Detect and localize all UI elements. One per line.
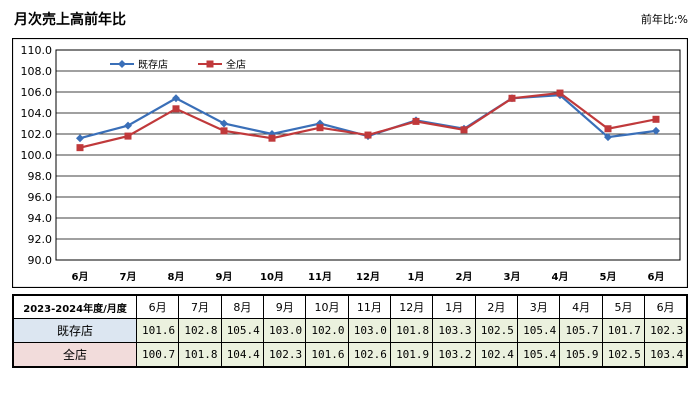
table-corner-label: 2023-2024年度/月度 [12,294,137,319]
table-cell: 102.5 [474,318,519,343]
table-row-existing-stores: 既存店 101.6 102.8 105.4 103.0 102.0 103.0 101.8 1… [12,318,688,343]
table-month-header: 1月 [432,294,476,319]
table-cell: 100.7 [135,342,180,368]
table-cell: 105.9 [559,342,603,368]
x-tick-label: 3月 [504,271,521,283]
x-tick-label: 8月 [168,271,185,283]
data-point [76,134,84,143]
page-title: 月次売上高前年比 [14,12,126,28]
table-cell: 101.8 [390,318,434,343]
table-cell: 103.3 [432,318,476,343]
y-tick-label: 106.0 [21,86,53,99]
table-cell: 102.0 [305,318,349,343]
y-tick-label: 102.0 [21,128,53,141]
data-point [316,124,324,132]
x-tick-label: 6月 [72,271,89,283]
table-cell: 101.9 [390,342,434,368]
table-cell: 105.4 [220,318,265,343]
table-cell: 103.0 [263,318,307,343]
y-tick-label: 96.0 [28,191,53,204]
data-point [604,133,612,142]
table-cell: 101.7 [601,318,646,343]
y-tick-label: 104.0 [21,107,53,120]
table-cell: 102.4 [474,342,519,368]
line-chart: 110.0 108.0 106.0 104.0 102.0 100.0 98.0 96.0 94… [11,37,689,289]
data-point [124,132,132,140]
row-label: 既存店 [12,318,137,343]
data-point [556,89,564,97]
data-point [220,127,228,135]
table-month-header: 2月 [474,294,519,319]
legend-marker [118,60,126,68]
table-month-header: 6月 [644,294,688,319]
table-row-all-stores: 全店 100.7 101.8 104.4 102.3 101.6 102.6 101.9 10… [12,342,688,368]
row-label: 全店 [12,342,137,368]
table-cell: 103.4 [644,342,688,368]
table-month-header: 3月 [517,294,561,319]
table-month-header: 5月 [601,294,646,319]
y-tick-label: 90.0 [28,254,53,267]
table-month-header: 7月 [178,294,222,319]
data-point [124,121,132,130]
legend-label: 既存店 [138,58,168,71]
y-tick-label: 108.0 [21,65,53,78]
data-point [652,115,660,123]
data-point [172,105,180,113]
data-point [412,117,420,125]
table-month-header: 12月 [390,294,434,319]
table-cell: 102.5 [601,342,646,368]
data-point [364,131,372,139]
table-cell: 105.4 [517,318,561,343]
table-cell: 101.6 [305,342,349,368]
table-cell: 105.4 [517,342,561,368]
table-month-header: 4月 [559,294,603,319]
data-point [460,126,468,134]
x-tick-label: 7月 [120,271,137,283]
table-month-header: 10月 [305,294,349,319]
chart-container: 110.0 108.0 106.0 104.0 102.0 100.0 98.0 96.0 94… [11,37,689,292]
x-tick-label: 1月 [408,271,425,283]
table-cell: 104.4 [220,342,265,368]
table-month-header: 8月 [220,294,265,319]
table-month-header: 11月 [347,294,392,319]
table-cell: 102.8 [178,318,222,343]
legend-marker [206,60,214,68]
table-cell: 103.2 [432,342,476,368]
legend-label: 全店 [226,58,246,71]
x-tick-label: 2月 [456,271,473,283]
data-point [76,144,84,152]
x-tick-label: 6月 [648,271,665,283]
data-point [172,94,180,103]
data-point [508,94,516,102]
table-cell: 102.6 [347,342,392,368]
x-tick-label: 10月 [260,271,284,283]
data-point [652,126,660,135]
data-point [604,125,612,133]
y-tick-label: 92.0 [28,233,53,246]
x-tick-label: 11月 [308,271,332,283]
y-tick-label: 94.0 [28,212,53,225]
table-cell: 102.3 [644,318,688,343]
table-month-header: 6月 [135,294,180,319]
table-month-header: 9月 [263,294,307,319]
chart-frame [11,37,689,289]
table-header-row: 2023-2024年度/月度 6月 7月 8月 9月 10月 11月 12月 1月 2月 3月 4月… [12,294,688,319]
y-tick-label: 110.0 [21,44,53,57]
x-tick-label: 4月 [552,271,569,283]
table-cell: 101.6 [135,318,180,343]
x-tick-label: 5月 [600,271,617,283]
table-cell: 105.7 [559,318,603,343]
x-tick-label: 12月 [356,271,380,283]
table-cell: 103.0 [347,318,392,343]
data-point [220,119,228,128]
y-tick-label: 100.0 [21,149,53,162]
data-point [268,134,276,142]
x-tick-label: 9月 [216,271,233,283]
table-cell: 102.3 [263,342,307,368]
table-cell: 101.8 [178,342,222,368]
data-table: 2023-2024年度/月度 6月 7月 8月 9月 10月 11月 12月 1月 2月 3月 4月… [12,294,688,368]
y-tick-label: 98.0 [28,170,53,183]
unit-label: 前年比:% [640,13,688,26]
